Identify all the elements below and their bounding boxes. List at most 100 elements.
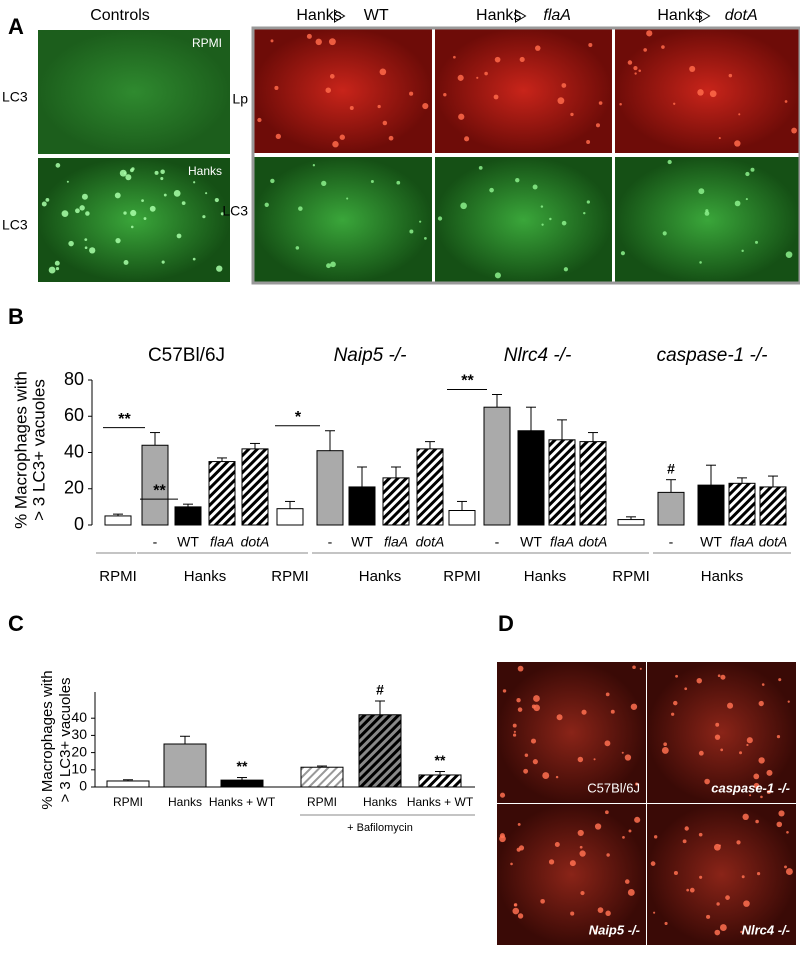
arrow-glyph bbox=[699, 9, 711, 23]
puncta bbox=[346, 197, 349, 200]
puncta bbox=[75, 208, 80, 214]
bar-chart: Naip5 -/- - WT flaA dotA RPMI Hanks * bbox=[268, 345, 448, 585]
image-tag: Hanks bbox=[188, 164, 222, 178]
y-axis-label: % Macrophages with bbox=[11, 371, 30, 529]
puncta bbox=[785, 251, 793, 258]
x-tick-label: WT bbox=[700, 534, 722, 550]
puncta bbox=[736, 840, 741, 845]
puncta bbox=[129, 168, 134, 173]
annotation: ** bbox=[461, 373, 474, 390]
y-axis-label: > 3 LC3+ vacuoles bbox=[57, 677, 74, 802]
puncta bbox=[154, 170, 159, 175]
puncta bbox=[675, 674, 678, 678]
puncta bbox=[699, 875, 703, 879]
puncta bbox=[787, 700, 790, 703]
annotation: # bbox=[376, 682, 384, 698]
puncta bbox=[634, 816, 641, 823]
bar bbox=[483, 406, 511, 526]
puncta bbox=[453, 55, 456, 59]
puncta bbox=[704, 778, 710, 785]
puncta bbox=[598, 101, 603, 105]
puncta bbox=[605, 810, 609, 815]
puncta bbox=[605, 692, 610, 697]
strain: dotA bbox=[725, 7, 758, 24]
puncta bbox=[388, 135, 394, 141]
x-tick-label: RPMI bbox=[307, 795, 337, 809]
puncta bbox=[220, 212, 224, 216]
puncta bbox=[68, 240, 74, 247]
bar bbox=[241, 448, 269, 526]
puncta bbox=[718, 844, 721, 847]
puncta bbox=[370, 180, 374, 184]
puncta bbox=[176, 233, 182, 239]
puncta bbox=[513, 730, 516, 733]
puncta bbox=[424, 237, 427, 240]
chart-title: C57Bl/6J bbox=[148, 345, 225, 366]
puncta bbox=[785, 868, 793, 876]
y-tick-label: 20 bbox=[64, 478, 84, 498]
puncta bbox=[653, 835, 658, 839]
puncta bbox=[745, 198, 748, 201]
puncta bbox=[513, 903, 518, 907]
strain: WT bbox=[364, 7, 389, 24]
puncta bbox=[619, 103, 622, 106]
puncta bbox=[216, 265, 223, 272]
puncta bbox=[594, 929, 598, 933]
puncta bbox=[41, 201, 47, 207]
puncta bbox=[114, 192, 121, 199]
y-axis-label: > 3 LC3+ vacuoles bbox=[29, 379, 48, 521]
puncta bbox=[382, 120, 388, 126]
puncta bbox=[556, 714, 563, 721]
puncta bbox=[533, 704, 541, 712]
puncta bbox=[312, 164, 316, 167]
puncta bbox=[627, 889, 635, 896]
puncta bbox=[667, 159, 672, 165]
x-tick-label: - bbox=[669, 534, 674, 550]
puncta bbox=[570, 112, 574, 117]
puncta bbox=[517, 665, 524, 672]
puncta bbox=[664, 921, 668, 926]
puncta bbox=[686, 888, 690, 892]
bar-chart: caspase-1 -/- - WT flaA dotA RPMI Hanks # bbox=[609, 345, 791, 585]
puncta bbox=[742, 813, 749, 821]
puncta bbox=[753, 782, 760, 789]
puncta bbox=[743, 900, 750, 907]
puncta bbox=[55, 266, 60, 271]
puncta bbox=[160, 176, 164, 181]
bar bbox=[548, 439, 576, 526]
puncta bbox=[160, 169, 165, 174]
panel-label: B bbox=[8, 304, 24, 329]
puncta bbox=[396, 180, 401, 185]
puncta bbox=[489, 187, 494, 193]
puncta bbox=[557, 97, 565, 105]
puncta bbox=[588, 43, 593, 48]
puncta bbox=[55, 163, 61, 168]
puncta bbox=[125, 174, 132, 181]
puncta bbox=[298, 206, 303, 211]
puncta bbox=[516, 698, 521, 703]
puncta bbox=[643, 48, 647, 52]
puncta bbox=[214, 197, 219, 203]
puncta bbox=[478, 166, 483, 170]
puncta bbox=[632, 665, 636, 670]
puncta bbox=[81, 193, 88, 200]
puncta bbox=[755, 819, 759, 824]
x-tick-label: dotA bbox=[416, 534, 445, 550]
bar bbox=[382, 477, 410, 526]
puncta bbox=[696, 678, 702, 684]
puncta bbox=[738, 113, 741, 116]
puncta bbox=[123, 211, 127, 215]
puncta bbox=[684, 687, 688, 691]
puncta bbox=[499, 792, 506, 798]
column-header: Hanks dotA bbox=[657, 7, 757, 24]
puncta bbox=[517, 822, 521, 826]
puncta bbox=[784, 100, 788, 103]
x-tick-label: WT bbox=[351, 534, 373, 550]
puncta bbox=[594, 823, 602, 830]
group-label: Hanks bbox=[359, 568, 402, 585]
puncta bbox=[549, 217, 552, 221]
puncta bbox=[753, 773, 760, 780]
puncta bbox=[714, 734, 721, 740]
image-tag: Nlrc4 -/- bbox=[742, 922, 790, 937]
bar bbox=[728, 482, 756, 526]
